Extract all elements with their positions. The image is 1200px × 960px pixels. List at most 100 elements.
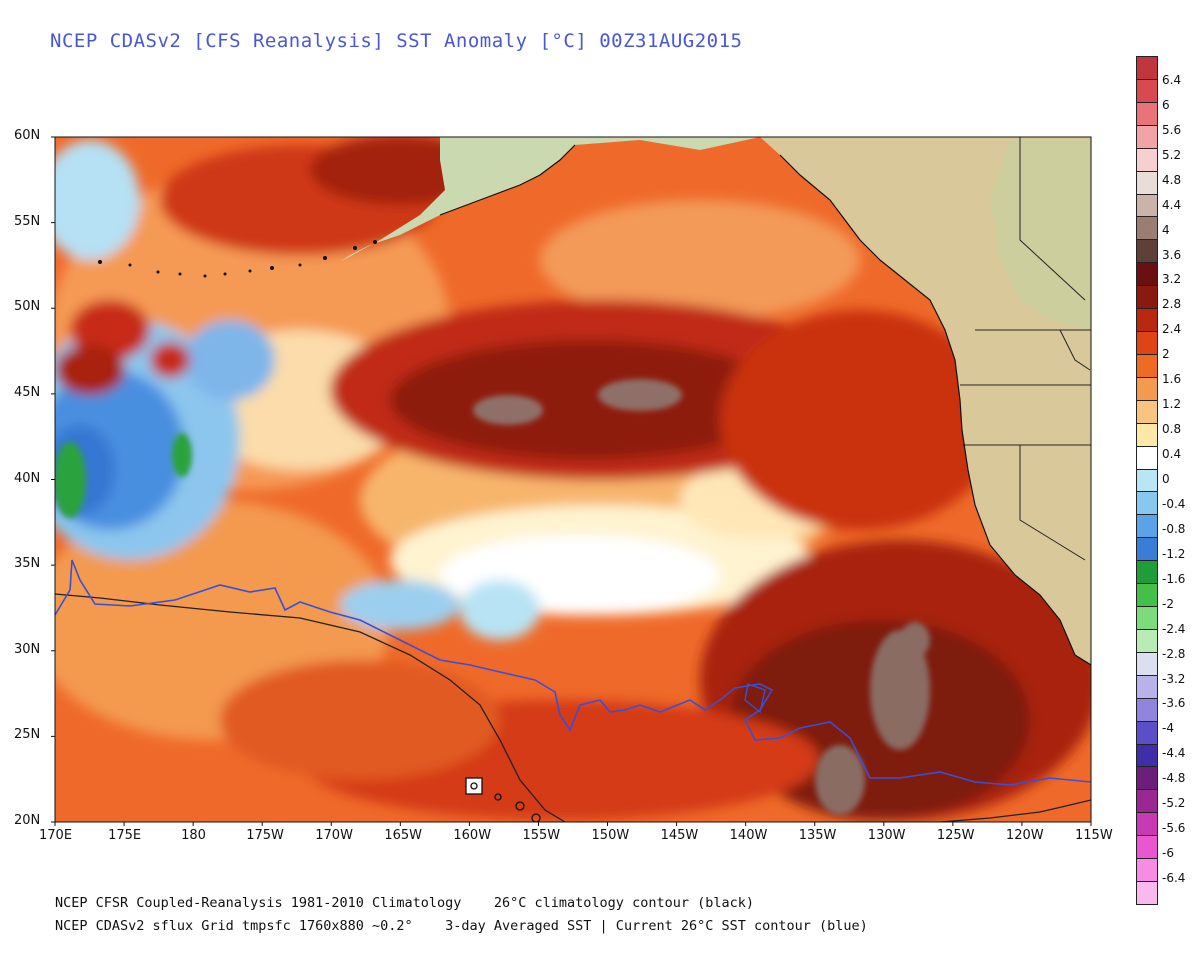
colorbar-swatch xyxy=(1136,651,1158,676)
colorbar-label: -6.4 xyxy=(1162,871,1186,886)
colorbar-swatch xyxy=(1136,835,1158,860)
lat-tick-label: 20N xyxy=(14,813,41,828)
lon-tick-label: 155W xyxy=(522,828,561,843)
colorbar-label: 4 xyxy=(1162,222,1170,237)
colorbar-swatch xyxy=(1136,743,1158,768)
colorbar-label: 0 xyxy=(1162,472,1170,486)
colorbar-label: -0.4 xyxy=(1162,496,1186,511)
colorbar-swatch xyxy=(1136,422,1158,447)
lat-tick-label: 60N xyxy=(14,128,41,143)
lon-tick-label: 125W xyxy=(936,828,975,843)
lon-tick-label: 180 xyxy=(181,828,206,843)
colorbar-swatch xyxy=(1136,193,1158,218)
colorbar-label: -4.8 xyxy=(1162,771,1186,786)
colorbar-swatch xyxy=(1136,331,1158,355)
colorbar-swatch xyxy=(1136,216,1158,241)
colorbar-label: -2 xyxy=(1162,596,1174,611)
colorbar-label: 6 xyxy=(1162,97,1170,112)
colorbar-label: -5.2 xyxy=(1162,796,1186,811)
colorbar-label: 4.4 xyxy=(1162,197,1182,212)
current-26c-contour xyxy=(55,559,1091,786)
colorbar-swatch xyxy=(1136,262,1158,287)
footer-line-2: NCEP CDASv2 sflux Grid tmpsfc 1760x880 ~… xyxy=(55,918,868,934)
colorbar-swatch xyxy=(1136,399,1158,424)
colorbar-label: 1.6 xyxy=(1162,372,1182,387)
lon-tick-label: 170W xyxy=(315,828,353,843)
lat-tick-label: 45N xyxy=(14,384,41,400)
lon-tick-label: 145W xyxy=(660,828,699,843)
colorbar-label: 3.2 xyxy=(1162,272,1182,287)
lon-tick-label: 165W xyxy=(384,828,422,843)
colorbar-label: -6 xyxy=(1162,846,1174,861)
colorbar-label: 5.2 xyxy=(1162,147,1182,162)
colorbar-swatch xyxy=(1136,491,1158,516)
lon-tick-label: 175W xyxy=(246,828,284,843)
colorbar-swatch xyxy=(1136,537,1158,562)
colorbar-swatch xyxy=(1136,445,1158,470)
colorbar-label: -2.8 xyxy=(1162,646,1186,661)
colorbar-swatch xyxy=(1136,376,1158,401)
colorbar-swatch xyxy=(1136,720,1158,745)
colorbar-label: -1.6 xyxy=(1162,571,1186,586)
colorbar-swatch xyxy=(1136,881,1158,905)
colorbar-swatch xyxy=(1136,101,1158,126)
colorbar-label: 0.4 xyxy=(1162,447,1182,462)
lon-tick-label: 115W xyxy=(1075,828,1113,843)
lon-tick-label: 160W xyxy=(453,828,492,843)
colorbar-swatch xyxy=(1136,56,1158,80)
colorbar-swatch xyxy=(1136,812,1158,837)
colorbar-swatch xyxy=(1136,697,1158,722)
colorbar-label: -5.6 xyxy=(1162,821,1186,836)
lon-tick-label: 175E xyxy=(108,828,142,843)
colorbar-swatch xyxy=(1136,468,1158,493)
colorbar-swatch xyxy=(1136,78,1158,103)
lat-tick-label: 30N xyxy=(14,641,41,657)
colorbar-swatch xyxy=(1136,308,1158,332)
colorbar-label: 2.4 xyxy=(1162,322,1182,337)
lon-tick-label: 120W xyxy=(1005,828,1044,843)
colorbar-swatch xyxy=(1136,514,1158,539)
colorbar-label: 2 xyxy=(1162,347,1170,362)
lat-tick-label: 35N xyxy=(14,556,41,572)
colorbar-label: 2.8 xyxy=(1162,297,1182,312)
footer-line-1: NCEP CFSR Coupled-Reanalysis 1981-2010 C… xyxy=(55,895,754,911)
colorbar-swatch xyxy=(1136,674,1158,699)
colorbar-label: 1.2 xyxy=(1162,397,1182,412)
colorbar-swatch xyxy=(1136,147,1158,172)
chart-title: NCEP CDASv2 [CFS Reanalysis] SST Anomaly… xyxy=(50,30,743,52)
colorbar-swatch xyxy=(1136,285,1158,310)
colorbar-label: 6.4 xyxy=(1162,72,1182,87)
colorbar-swatch xyxy=(1136,628,1158,653)
aleutian-islands xyxy=(98,240,377,278)
colorbar-swatch xyxy=(1136,560,1158,585)
colorbar-label: -1.2 xyxy=(1162,546,1186,561)
lat-tick-label: 40N xyxy=(14,470,41,486)
colorbar-swatch xyxy=(1136,583,1158,608)
colorbar-swatch xyxy=(1136,353,1158,378)
colorbar-label: -3.6 xyxy=(1162,696,1186,711)
colorbar-swatch xyxy=(1136,766,1158,791)
colorbar-label: -4.4 xyxy=(1162,746,1186,761)
colorbar-swatch xyxy=(1136,606,1158,630)
colorbar-swatch xyxy=(1136,239,1158,264)
lat-tick-label: 25N xyxy=(14,727,41,743)
colorbar-label: 3.6 xyxy=(1162,247,1182,262)
hawaii-islands xyxy=(465,777,541,822)
colorbar-swatch xyxy=(1136,170,1158,195)
lon-tick-label: 140W xyxy=(729,828,768,843)
lon-tick-label: 130W xyxy=(867,828,906,843)
colorbar-swatch xyxy=(1136,858,1158,883)
lon-tick-label: 150W xyxy=(591,828,630,843)
lat-tick-label: 55N xyxy=(14,213,41,229)
colorbar-label: 0.8 xyxy=(1162,422,1182,437)
colorbar-label: 4.8 xyxy=(1162,172,1182,187)
lon-tick-label: 135W xyxy=(798,828,837,843)
colorbar-swatch xyxy=(1136,789,1158,814)
colorbar-label: -0.8 xyxy=(1162,521,1186,536)
climatology-26c-contour xyxy=(55,593,1091,822)
map-field xyxy=(55,137,1091,822)
colorbar-label: -2.4 xyxy=(1162,621,1186,636)
colorbar-swatch xyxy=(1136,124,1158,149)
colorbar-label: -4 xyxy=(1162,721,1174,736)
